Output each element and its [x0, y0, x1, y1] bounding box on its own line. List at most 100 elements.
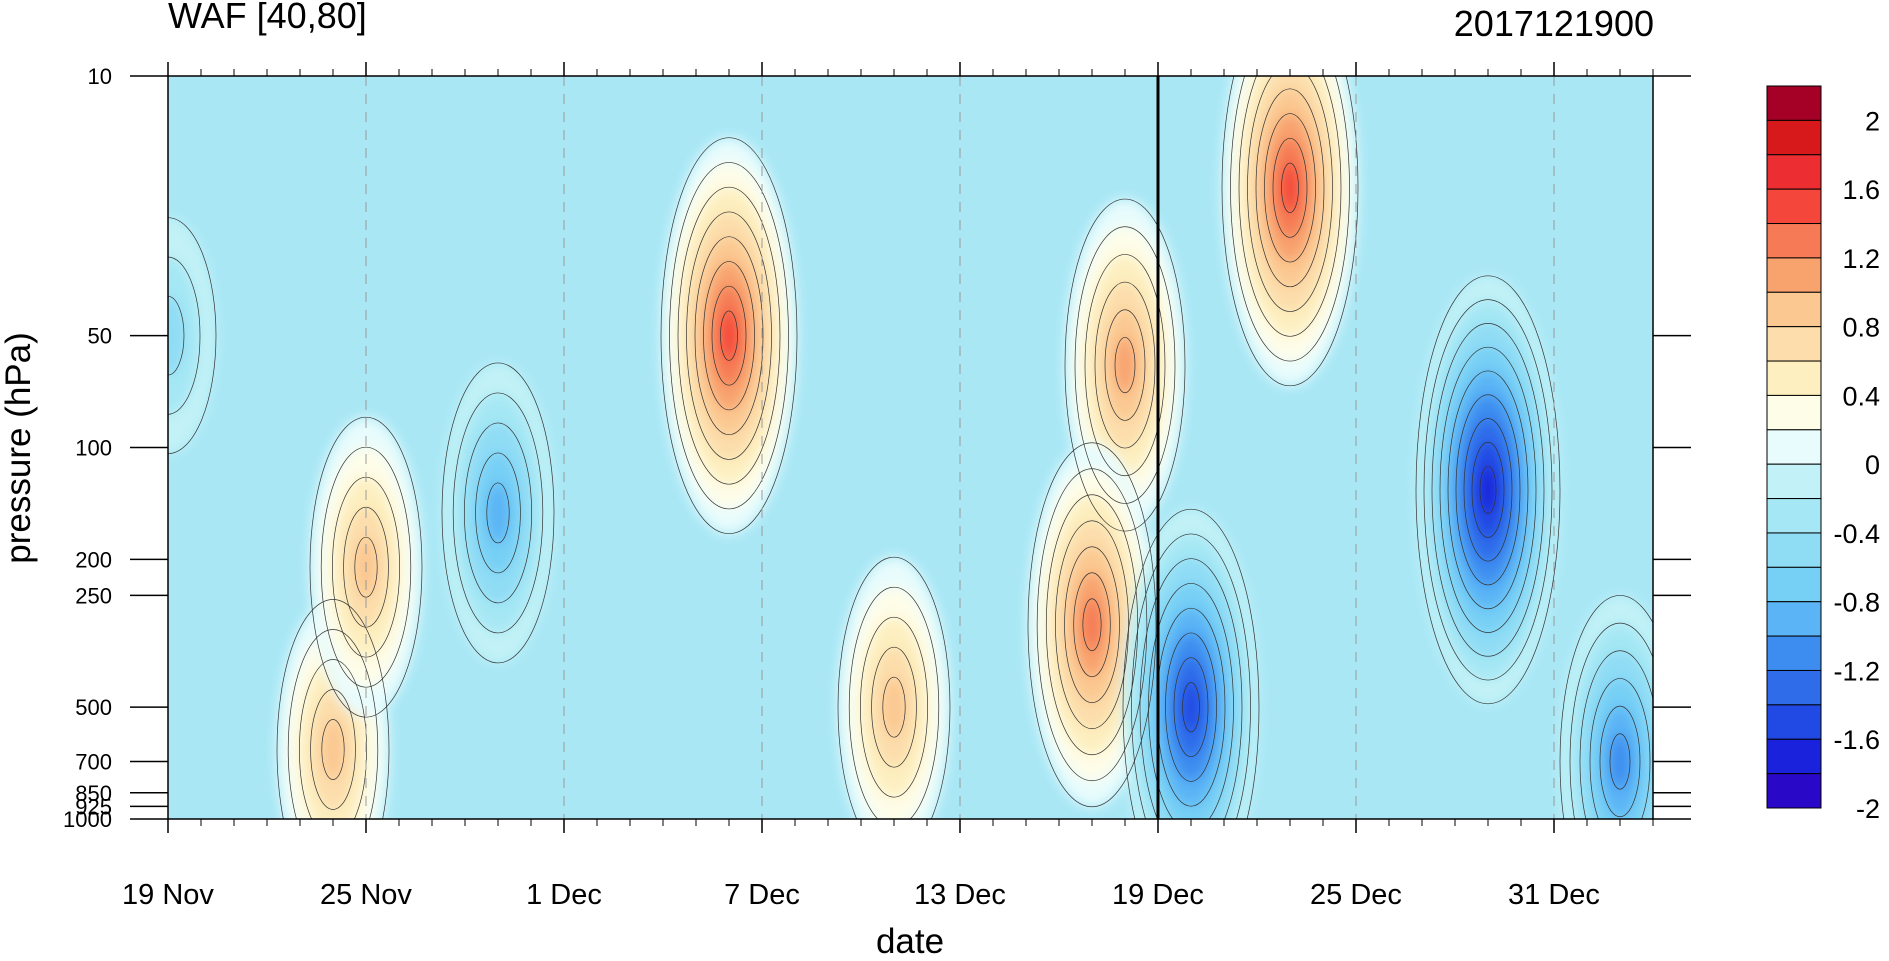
- contour-line-6-6: [1455, 394, 1521, 586]
- y-tick-label-7: 850: [75, 781, 112, 806]
- contour-line-2-4: [1094, 281, 1156, 449]
- contour-line-4-4: [1148, 583, 1234, 819]
- colorbar-box-18: [1766, 704, 1822, 740]
- colorbar-box-5: [1766, 257, 1822, 293]
- colorbar-box-3: [1766, 188, 1822, 225]
- contour-line-8-4: [343, 506, 389, 628]
- chart-title-right: 2017121900: [1454, 3, 1654, 44]
- colorbar-label-0: 2: [1865, 106, 1880, 136]
- contour-line-1-4: [686, 211, 772, 460]
- x-tick-label-4: 13 Dec: [914, 879, 1006, 911]
- contour-fill-layer: [168, 76, 1653, 819]
- colorbar-box-6: [1766, 291, 1822, 328]
- y-tick-label-9: 1000: [63, 807, 112, 832]
- contour-line-10-3: [1579, 650, 1653, 819]
- colorbar-box-7: [1766, 326, 1822, 362]
- contour-line-8-5: [354, 536, 378, 598]
- x-tick-label-7: 31 Dec: [1508, 879, 1600, 911]
- colorbar-box-2: [1766, 154, 1822, 190]
- y-tick-label-2: 100: [75, 436, 112, 461]
- colorbar-box-10: [1766, 429, 1822, 465]
- contour-line-10-5: [1599, 705, 1641, 818]
- colorbar-label-8: -1.2: [1833, 656, 1880, 686]
- contour-line-0-2: [452, 392, 544, 634]
- contour-line-7-4: [310, 689, 356, 810]
- contour-line-5-6: [1264, 113, 1316, 263]
- contour-line-5-8: [1281, 162, 1299, 213]
- contour-band-9-5: [882, 677, 906, 738]
- contour-line-6-9: [1479, 465, 1497, 514]
- colorbar-box-12: [1766, 498, 1822, 534]
- colorbar-label-4: 0.4: [1842, 381, 1880, 411]
- colorbar-box-17: [1766, 669, 1822, 706]
- contour-line-2-6: [1114, 337, 1136, 394]
- contour-line-2-5: [1104, 309, 1146, 421]
- contour-line-3-6: [1073, 572, 1111, 678]
- contour-line-2-2: [1074, 226, 1176, 504]
- contour-line-11-3: [168, 295, 185, 376]
- x-tick-label-1: 25 Nov: [320, 879, 412, 911]
- chart-title-left: WAF [40,80]: [168, 0, 367, 36]
- colorbar-label-10: -2: [1856, 794, 1880, 824]
- contour-line-1-7: [711, 285, 747, 386]
- contour-line-6-3: [1431, 323, 1545, 657]
- contour-line-6-5: [1447, 370, 1529, 610]
- contour-line-5-4: [1247, 76, 1333, 312]
- contour-line-4-7: [1173, 657, 1209, 758]
- contour-fills: [168, 76, 1653, 819]
- contour-line-5-1: [1221, 76, 1359, 387]
- colorbar-box-0: [1766, 85, 1822, 121]
- contour-line-7-3: [299, 659, 367, 819]
- colorbar-label-1: 1.6: [1842, 175, 1880, 205]
- contour-line-5-7: [1272, 137, 1308, 238]
- contour-line-1-1: [660, 137, 798, 535]
- contour-line-7-1: [276, 599, 390, 819]
- contour-line-7-5: [321, 719, 345, 780]
- y-tick-label-3: 200: [75, 547, 112, 572]
- contour-line-1-2: [669, 162, 789, 510]
- contour-band-11-3: [168, 296, 184, 375]
- contour-line-9-5: [882, 676, 906, 738]
- contour-line-10-2: [1569, 622, 1653, 819]
- contour-line-5-3: [1238, 76, 1342, 337]
- y-tick-label-4: 250: [75, 583, 112, 608]
- colorbar-box-9: [1766, 394, 1822, 431]
- contour-band-3-7: [1082, 598, 1102, 651]
- x-tick-label-5: 19 Dec: [1112, 879, 1204, 911]
- contour-line-9-2: [848, 586, 940, 819]
- contour-line-1-8: [720, 310, 738, 361]
- colorbar-box-8: [1766, 360, 1822, 396]
- contour-band-10-6: [1610, 733, 1630, 790]
- contour-line-3-3: [1045, 494, 1139, 756]
- y-tick-label-1: 50: [88, 324, 112, 349]
- x-axis-label: date: [876, 922, 944, 961]
- contour-line-6-7: [1463, 418, 1513, 562]
- contour-line-4-6: [1165, 632, 1217, 782]
- x-axis: 19 Nov 25 Nov 1 Dec 7 Dec 13 Dec 19 Dec 25 Dec…: [122, 62, 1654, 911]
- colorbar-label-7: -0.8: [1833, 588, 1880, 618]
- contour-line-0-3: [464, 422, 532, 604]
- contour-line-3-7: [1082, 598, 1102, 652]
- contour-line-2-3: [1084, 254, 1166, 477]
- contour-lines: [168, 76, 1653, 819]
- contour-line-8-2: [320, 446, 412, 688]
- contour-line-3-1: [1027, 442, 1157, 808]
- colorbar: 2 1.6 1.2 0.8 0.4 0 -0.4 -0.8 -1.2 -1.6 -2: [1766, 85, 1880, 824]
- contour-line-4-3: [1139, 558, 1243, 819]
- contour-line-5-2: [1230, 76, 1350, 362]
- colorbar-label-3: 0.8: [1842, 313, 1880, 343]
- colorbar-box-15: [1766, 601, 1822, 637]
- contour-line-2-1: [1064, 198, 1186, 532]
- contour-line-3-5: [1064, 546, 1120, 704]
- x-tick-label-2: 1 Dec: [526, 879, 602, 911]
- contour-line-1-5: [694, 236, 764, 436]
- contour-line-9-4: [871, 646, 917, 768]
- contour-line-9-1: [837, 556, 951, 819]
- contour-line-3-4: [1055, 520, 1129, 730]
- plot-area: [168, 76, 1653, 819]
- contour-band-2-6: [1115, 337, 1135, 393]
- contour-line-11-2: [168, 256, 201, 415]
- contour-line-10-6: [1609, 733, 1631, 790]
- colorbar-label-2: 1.2: [1842, 244, 1880, 274]
